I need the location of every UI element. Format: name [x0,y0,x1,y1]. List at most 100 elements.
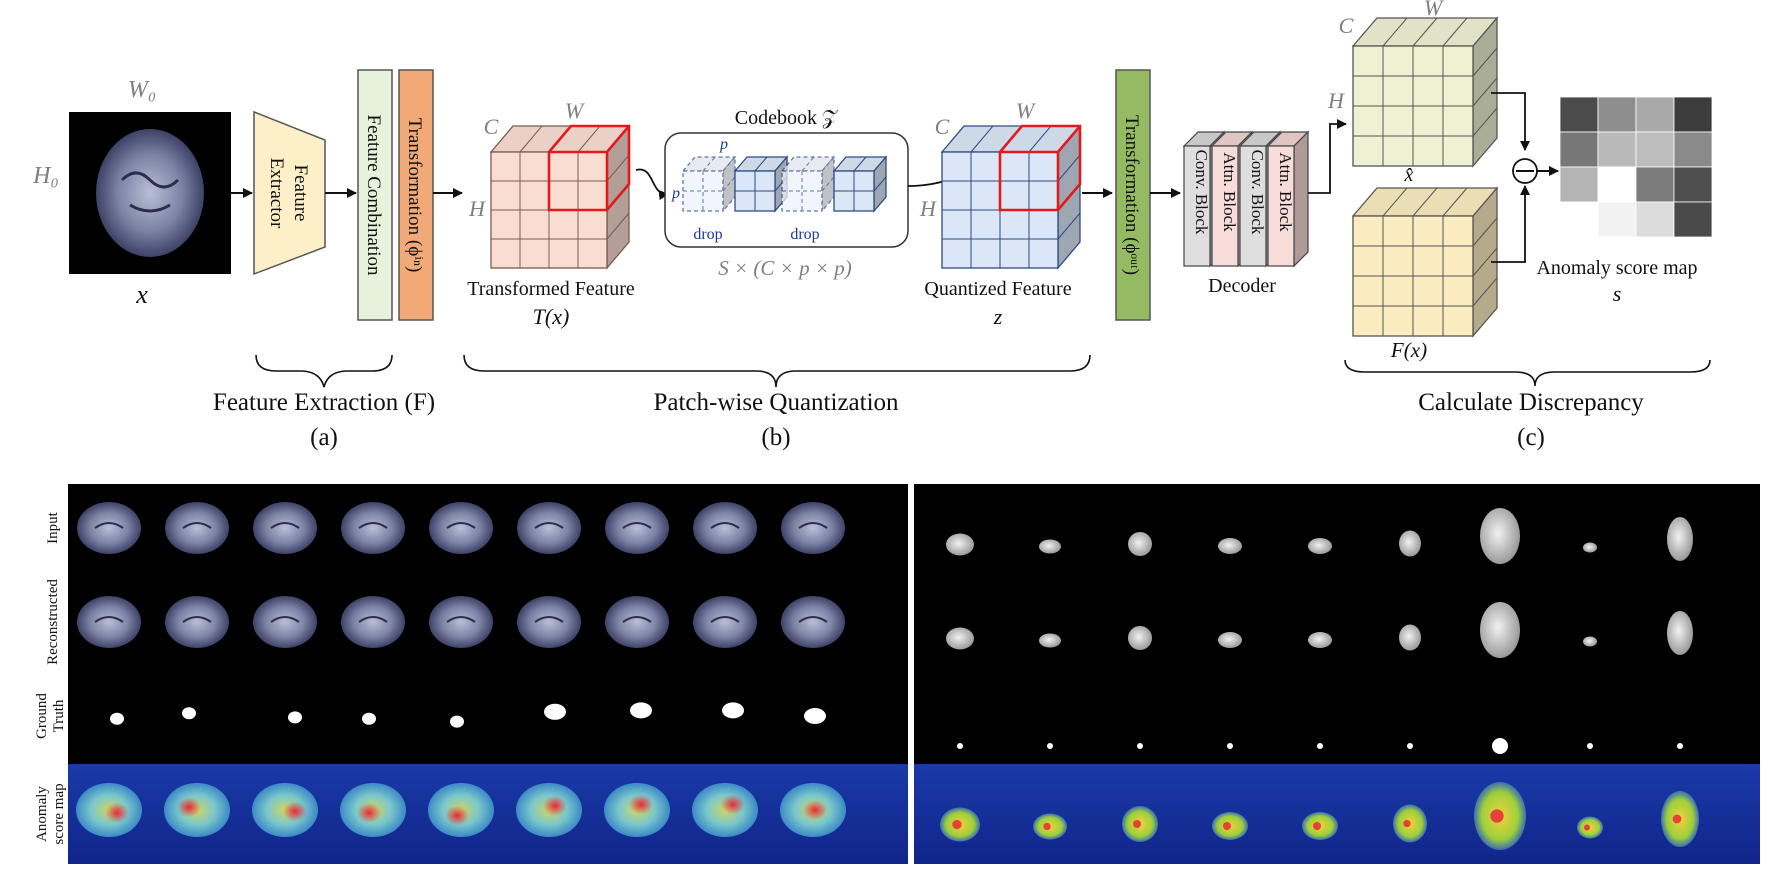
liver-input-6 [1399,530,1421,557]
decoder-label: Decoder [1208,275,1276,297]
liver-reconstructed-4 [1218,632,1242,648]
brain-input-1 [77,502,141,554]
score-cell-3-2 [1597,166,1637,203]
feature-fx-cube [1351,186,1499,338]
score-cell-4-1 [1559,201,1599,238]
codebook-entry-1 [681,155,737,213]
brain-reconstructed-7 [605,596,669,648]
brain-input-6 [517,502,581,554]
width-symbol-w0: W₀ [128,77,156,103]
arrow-reconstruction-subtract [1491,92,1530,151]
decoder-attn-block-2 [1211,145,1239,267]
score-cell-3-3 [1635,166,1675,203]
row-label-input: Input [45,511,61,543]
liver-input-3 [1128,532,1152,556]
brace-feature-extraction [255,354,393,388]
feature-extractor-label-1: Feature [290,165,311,222]
transformation-out-label: Transformation (ϕᵒᵘᵗ) [1121,115,1142,275]
quantized-h-symbol: H [919,196,937,221]
brain-ground-truth-5 [450,715,464,728]
decoder-block-2: Attn. Block [1220,152,1239,232]
liver-reconstructed-6 [1399,624,1421,651]
liver-ground-truth-5 [1317,743,1323,749]
brain-reconstructed-3 [253,596,317,648]
codebook-entry-1-front-face [682,170,724,212]
codebook-p-top: p [719,136,728,153]
codebook-entries [681,155,888,213]
score-cell-4-3 [1635,201,1675,238]
score-cell-1-2 [1597,96,1637,133]
codebook-entry-2 [733,155,789,213]
arrow-feature-subtract [1491,185,1530,263]
liver-reconstructed-8 [1583,636,1597,647]
brain-ground-truth-4 [362,712,376,725]
stage-b-tag: (b) [761,424,790,451]
codebook-entry-4 [832,155,888,213]
feature-combination-block [357,69,393,321]
codebook-drop-1: drop [693,226,722,243]
arrow-decoder-reconstruction [1308,119,1347,194]
liver-ground-truth-8 [1587,743,1593,749]
anomaly-map-label: Anomaly score map [1536,257,1697,279]
liver-ground-truth-3 [1137,743,1143,749]
liver-reconstructed-2 [1039,633,1061,648]
codebook-drop-2: drop [790,226,819,243]
liver-ground-truth-6 [1407,743,1413,749]
liver-reconstructed-3 [1128,626,1152,650]
brain-results-grid [76,502,846,837]
brain-reconstructed-8 [693,596,757,648]
reconstructed-h-symbol: H [1327,88,1345,113]
quantized-w-symbol: W [1016,98,1036,123]
feature-combination-label: Feature Combination [363,115,384,276]
transformation-out-block [1115,69,1151,321]
row-label-ground: Ground [34,693,50,739]
reconstructed-cube [1351,16,1499,168]
brain-reconstructed-1 [77,596,141,648]
codebook-size: S × (C × p × p) [718,256,852,280]
feature-fx-symbol: F(x) [1390,338,1427,362]
stage-c-tag: (c) [1517,424,1545,451]
brain-input-5 [429,502,493,554]
transformed-c-symbol: C [484,114,499,139]
liver-input-2 [1039,539,1061,554]
transformed-feature-symbol: T(x) [533,304,570,329]
transformed-w-symbol: W [565,98,585,123]
reconstructed-w-symbol: W [1424,0,1444,20]
score-cell-2-1 [1559,131,1599,168]
feature-extractor-label-2: Extractor [266,158,287,229]
brain-reconstructed-5 [429,596,493,648]
liver-ground-truth-9 [1677,743,1683,749]
decoder-block-3: Conv. Block [1248,150,1267,235]
brace-calculate-discrepancy [1344,359,1711,387]
score-cell-2-3 [1635,131,1675,168]
score-cell-1-4 [1673,96,1713,133]
score-cell-3-4 [1673,166,1713,203]
row-label-reconstructed: Reconstructed [45,579,61,665]
brain-input-8 [693,502,757,554]
score-cell-1-3 [1635,96,1675,133]
codebook-entry-3-front-face [781,170,823,212]
brain-input-4 [341,502,405,554]
liver-ground-truth-7 [1492,738,1508,754]
liver-ground-truth-4 [1227,743,1233,749]
liver-reconstructed-9 [1667,611,1693,655]
transformed-feature-cube [489,124,631,270]
score-cell-3-1 [1559,166,1599,203]
liver-input-1 [946,533,974,556]
stage-a-tag: (a) [310,424,338,451]
row-label-score-map: score map [51,783,67,844]
score-cell-4-4 [1673,201,1713,238]
decoder-block-4: Attn. Block [1276,152,1295,232]
stage-c-title: Calculate Discrepancy [1418,389,1644,416]
reconstructed-c-symbol: C [1339,13,1354,38]
liver-input-5 [1308,538,1332,554]
height-symbol-h0: H₀ [32,163,59,189]
quantized-feature-cube [940,124,1082,270]
reconstructed-symbol: x̂ [1404,164,1414,186]
transformation-in-label: Transformation (ϕⁱⁿ) [404,118,425,273]
brain-input-9 [781,502,845,554]
row-label-truth: Truth [51,699,67,732]
liver-reconstructed-7 [1480,602,1520,658]
transformed-feature-label: Transformed Feature [467,278,635,300]
liver-input-7 [1480,508,1520,564]
